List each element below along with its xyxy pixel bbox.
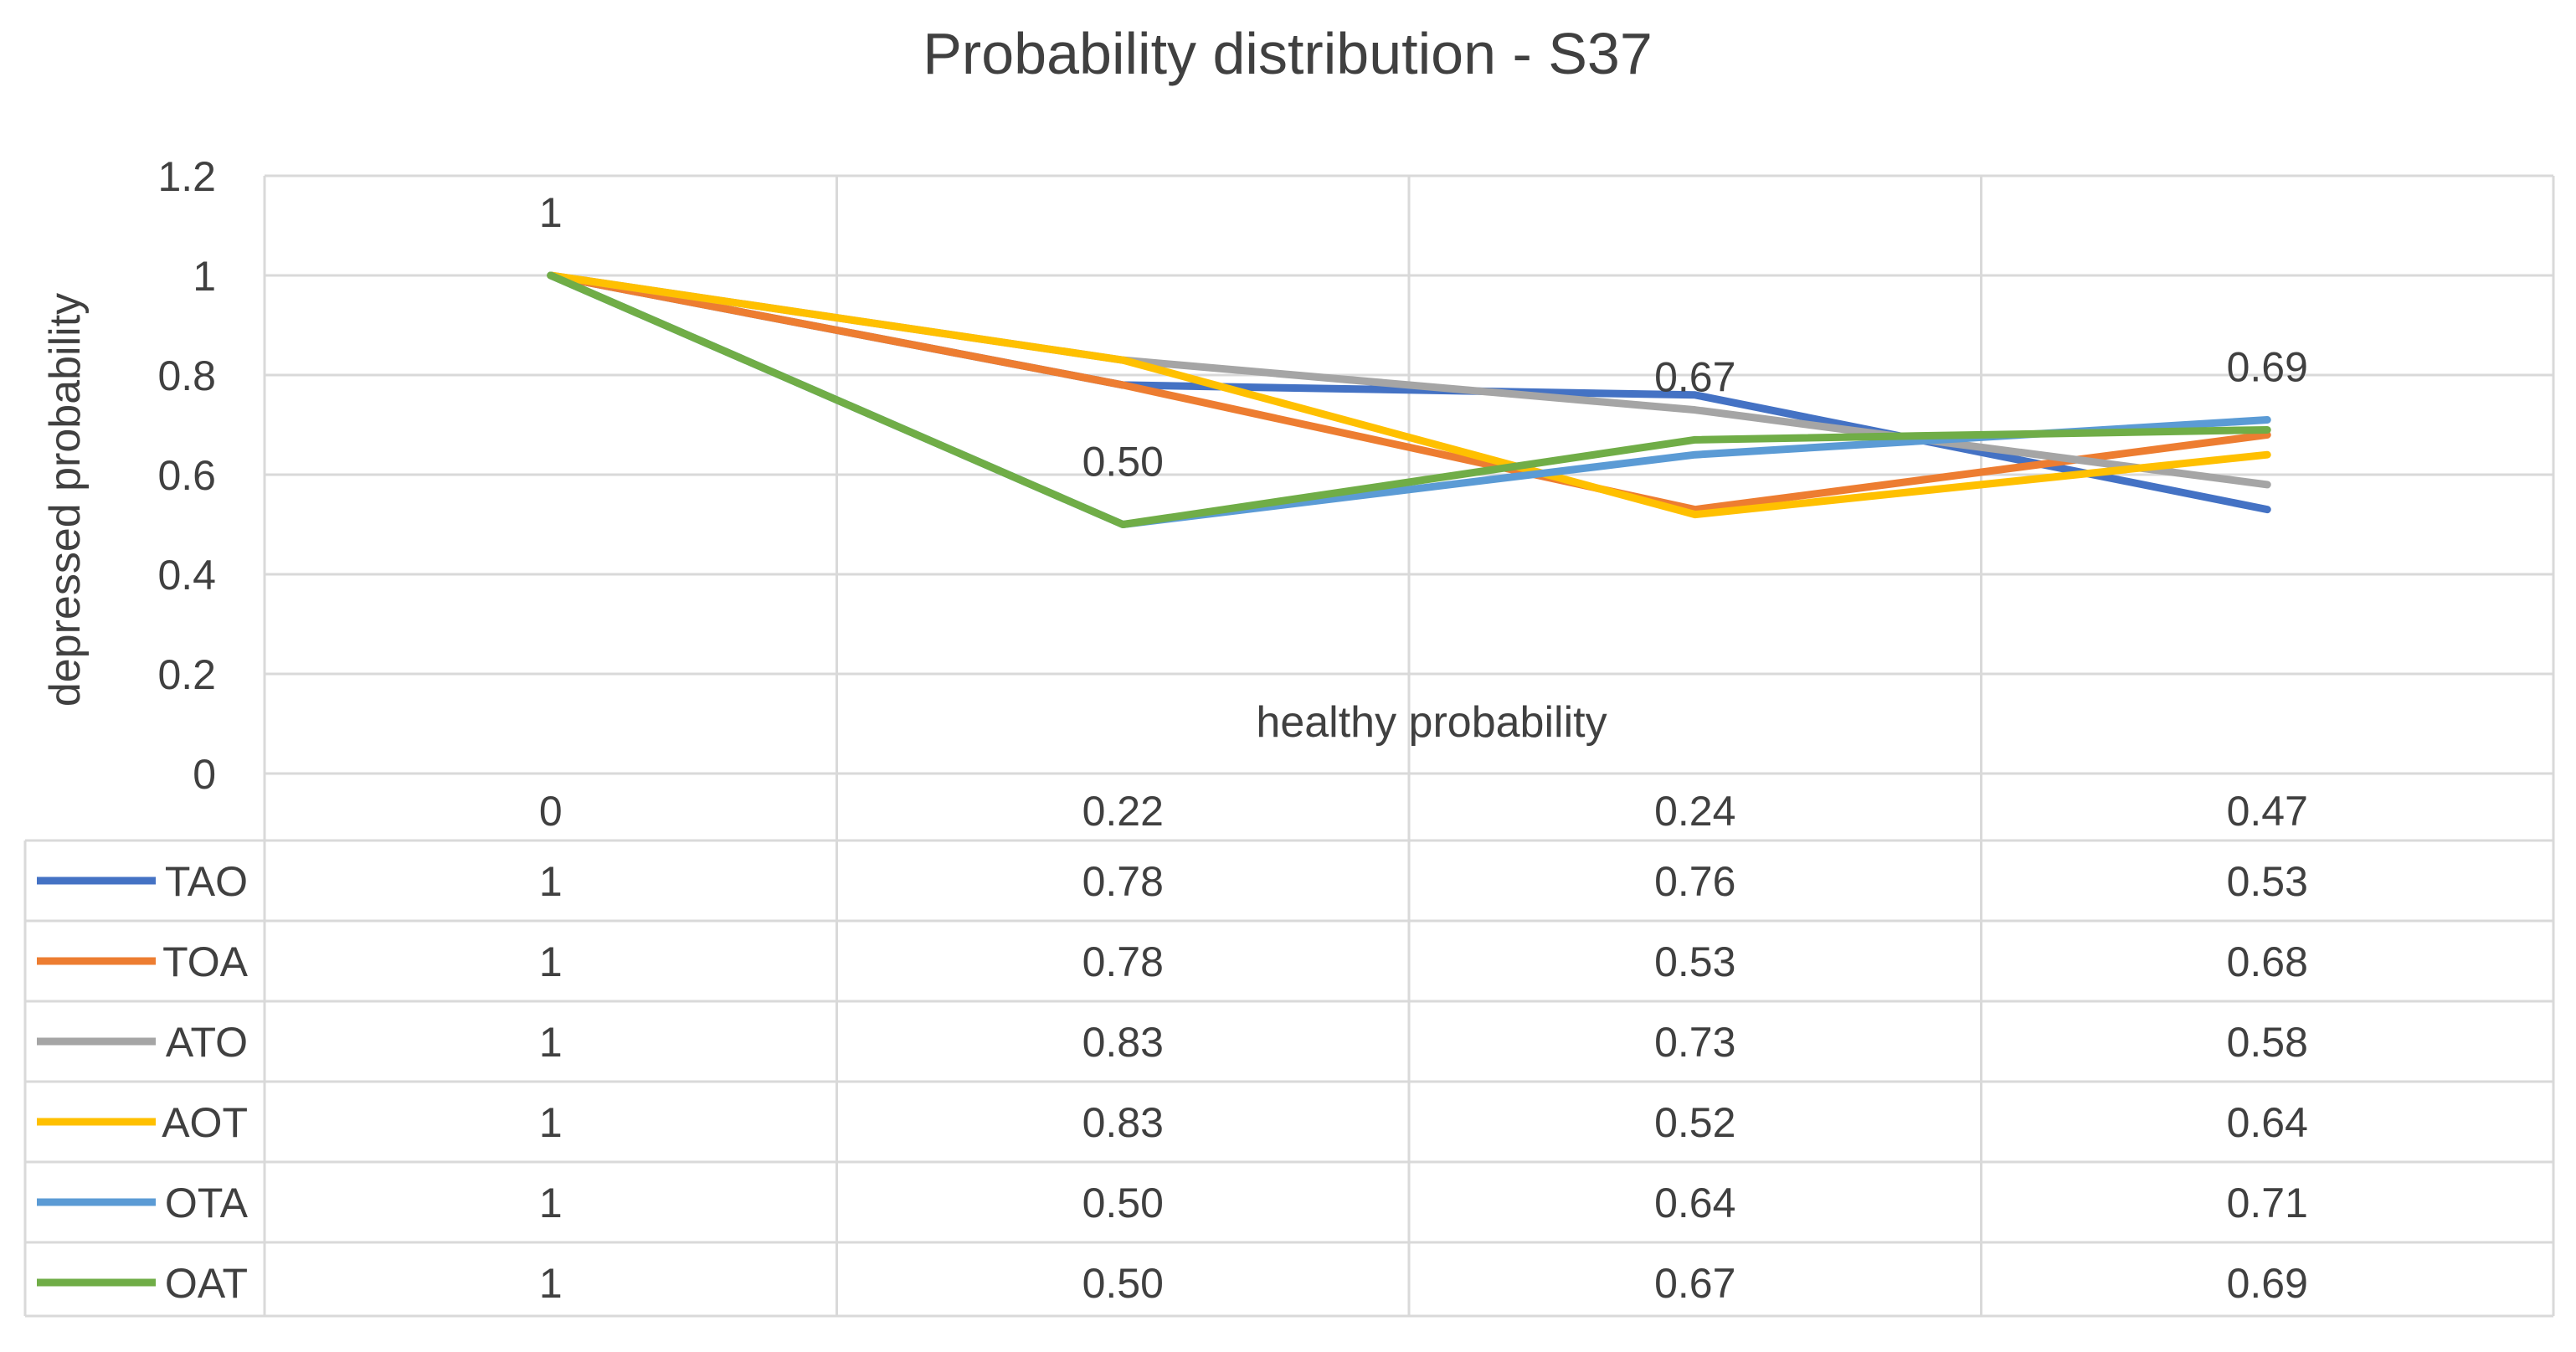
table-cell: 1	[539, 1180, 563, 1226]
legend-label: AOT	[162, 1099, 248, 1146]
data-label: 1	[539, 189, 563, 236]
series-line-oat	[547, 271, 2271, 528]
table-cell: 0.53	[1654, 938, 1735, 985]
table-cell: 0.76	[1654, 858, 1735, 905]
table-cell: 0.78	[1082, 858, 1164, 905]
series-line-aot	[547, 271, 2271, 519]
legend-label: OAT	[165, 1260, 248, 1307]
gridlines	[263, 174, 2555, 1316]
y-axis-label: depressed probability	[41, 293, 90, 707]
table-cell: 0.53	[2227, 858, 2308, 905]
table-cell: 0.58	[2227, 1019, 2308, 1066]
data-label: 0.67	[1654, 353, 1735, 400]
x-tick-label: 0.47	[2227, 788, 2308, 835]
table-cell: 1	[539, 938, 563, 985]
y-tick-label: 0	[193, 751, 216, 798]
table-cell: 0.50	[1082, 1260, 1164, 1307]
data-labels: 1 0.50 0.67 0.69	[539, 189, 2308, 486]
y-tick-label: 0.2	[157, 651, 216, 698]
table-cell: 0.52	[1654, 1099, 1735, 1146]
y-tick-label: 1.2	[157, 153, 216, 200]
legend-label: TAO	[165, 858, 248, 905]
series-line-toa	[547, 271, 2271, 514]
legend-label: OTA	[165, 1180, 249, 1226]
table-cell: 1	[539, 1019, 563, 1066]
table-cell: 0.68	[2227, 938, 2308, 985]
data-label: 0.50	[1082, 439, 1164, 486]
table-cell: 0.83	[1082, 1019, 1164, 1066]
table-cell: 0.78	[1082, 938, 1164, 985]
table-cell: 1	[539, 1099, 563, 1146]
legend-label: ATO	[166, 1019, 248, 1066]
table-cell: 0.69	[2227, 1260, 2308, 1307]
data-table: 0 0.22 0.24 0.47 TAO 1 0.78 0.76 0.53 TOA 1 0.78 0.5…	[23, 788, 2553, 1318]
y-tick-label: 0.6	[157, 452, 216, 499]
legend-label: TOA	[162, 938, 249, 985]
table-cell: 0.83	[1082, 1099, 1164, 1146]
table-cell: 1	[539, 858, 563, 905]
x-tick-label: 0	[539, 788, 563, 835]
table-cell: 0.50	[1082, 1180, 1164, 1226]
table-cell: 0.64	[2227, 1099, 2308, 1146]
y-tick-label: 0.8	[157, 352, 216, 399]
series-lines	[547, 271, 2271, 528]
table-cell: 0.71	[2227, 1180, 2308, 1226]
table-cell: 0.64	[1654, 1180, 1735, 1226]
table-cell: 0.67	[1654, 1260, 1735, 1307]
x-tick-label: 0.24	[1654, 788, 1735, 835]
y-tick-label: 0.4	[157, 552, 216, 599]
x-axis-label: healthy probability	[1256, 698, 1607, 747]
chart-title: Probability distribution - S37	[923, 21, 1653, 86]
data-label: 0.69	[2227, 343, 2308, 390]
table-cell: 0.73	[1654, 1019, 1735, 1066]
x-tick-label: 0.22	[1082, 788, 1164, 835]
y-tick-label: 1	[193, 253, 216, 300]
table-cell: 1	[539, 1260, 563, 1307]
y-axis-ticks: 0 0.2 0.4 0.6 0.8 1 1.2	[157, 153, 216, 798]
